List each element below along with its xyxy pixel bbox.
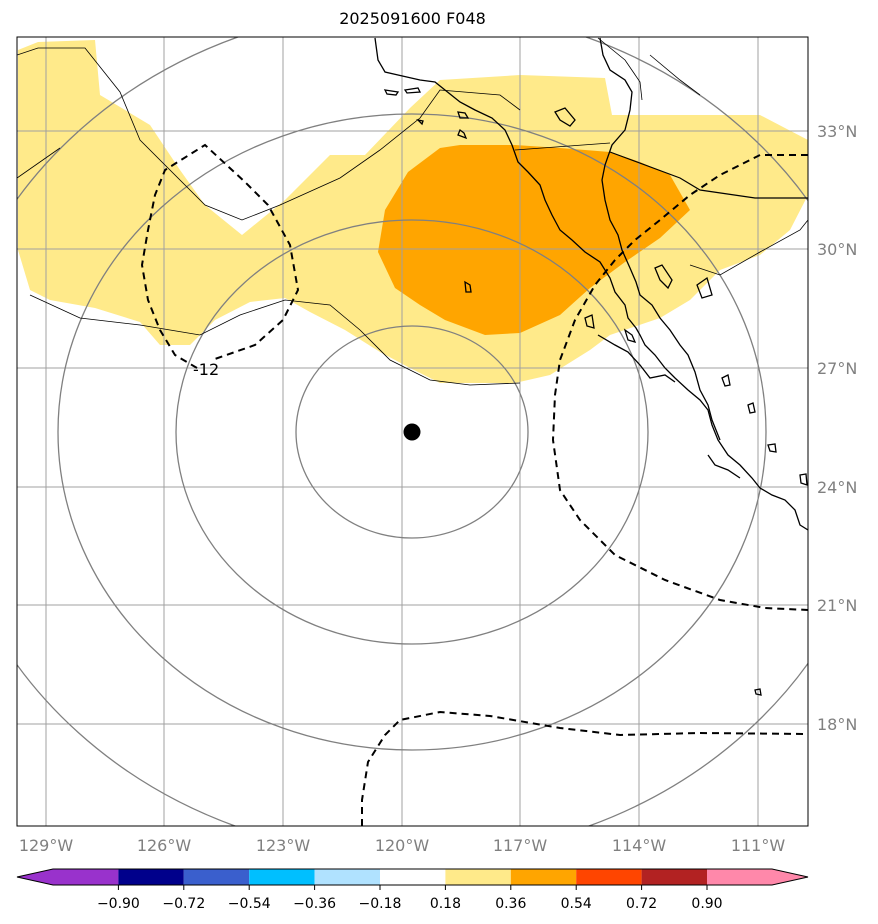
colorbar-segment [641,869,707,885]
contour-label: -12 [193,360,219,379]
lat-tick-label: 30°N [817,240,857,259]
storm-center-marker [403,423,421,441]
lon-tick-label: 129°W [19,836,74,855]
lon-tick-label: 111°W [731,836,786,855]
lat-tick-label: 18°N [817,715,857,734]
colorbar-label: 0.36 [495,896,526,912]
colorbar-label: −0.18 [359,896,402,912]
lon-tick-label: 120°W [375,836,430,855]
colorbar-label: −0.72 [162,896,205,912]
colorbar-segment [445,869,511,885]
shading-mid [378,145,690,335]
colorbar-segment [53,869,119,885]
lon-tick-label: 126°W [137,836,192,855]
lon-tick-label: 114°W [612,836,667,855]
lat-tick-label: 27°N [817,359,857,378]
lat-tick-label: 33°N [817,122,857,141]
range-rings [17,37,808,826]
dashed-contours [140,143,808,826]
colorbar-label: 0.18 [430,896,461,912]
plot-frame [16,36,809,827]
colorbar-segment [380,869,446,885]
colorbar-segment [707,869,773,885]
colorbar-label: −0.90 [97,896,140,912]
colorbar-segment [576,869,642,885]
colorbar-outline [16,868,809,886]
coastline [374,37,808,696]
colorbar-segment [183,869,250,885]
colorbar-segment [314,869,380,885]
colorbar-extend-low [17,869,53,885]
colorbar-label: −0.36 [293,896,336,912]
colorbar-label: −0.54 [228,896,271,912]
colorbar-ticks [117,885,708,890]
lat-tick-labels: 33°N 30°N 27°N 24°N 21°N 18°N [817,122,857,734]
colorbar-label: 0.54 [561,896,592,912]
lat-tick-label: 24°N [817,478,857,497]
lon-tick-label: 117°W [493,836,548,855]
boundary-lines [17,37,808,386]
lon-tick-labels: 129°W 126°W 123°W 120°W 117°W 114°W 111°… [19,836,786,855]
colorbar: −0.90 −0.72 −0.54 −0.36 −0.18 0.18 0.36 … [16,868,809,912]
colorbar-extend-high [772,869,808,885]
colorbar-label: 0.90 [691,896,722,912]
colorbar-segment [118,869,184,885]
colorbar-segment [249,869,315,885]
colorbar-label: 0.72 [626,896,657,912]
colorbar-segment [510,869,577,885]
lon-tick-label: 123°W [256,836,311,855]
lat-tick-label: 21°N [817,596,857,615]
map-title: 2025091600 F048 [339,9,486,28]
